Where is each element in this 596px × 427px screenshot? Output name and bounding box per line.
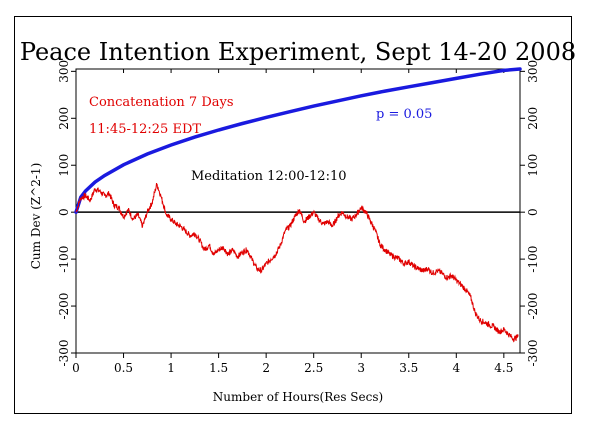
y-tick-label-left: -200	[57, 293, 71, 320]
y-tick-label-right: 300	[526, 60, 540, 83]
x-tick-label: 2.5	[304, 361, 323, 375]
y-tick-label-right: 200	[526, 107, 540, 130]
annotation-time-window: 11:45-12:25 EDT	[89, 122, 201, 137]
x-tick-label: 2	[262, 361, 270, 375]
x-tick-label: 1.5	[209, 361, 228, 375]
x-axis-label: Number of Hours(Res Secs)	[213, 390, 383, 404]
chart-frame	[14, 16, 572, 414]
x-tick-label: 4	[452, 361, 460, 375]
y-axis-label: Cum Dev (Z^2-1)	[29, 163, 43, 270]
x-tick-label: 3.5	[399, 361, 418, 375]
x-tick-label: 4.5	[494, 361, 513, 375]
y-tick-label-left: 300	[57, 60, 71, 83]
x-tick-label: 0	[72, 361, 80, 375]
annotation-concatenation: Concatenation 7 Days	[89, 95, 234, 110]
x-tick-label: 1	[167, 361, 175, 375]
y-tick-label-left: 200	[57, 107, 71, 130]
y-tick-label-right: 0	[526, 208, 540, 216]
x-tick-label: 3	[357, 361, 365, 375]
y-tick-label-left: 100	[57, 154, 71, 177]
x-tick-label: 0.5	[114, 361, 133, 375]
cumulative-deviation-line	[75, 182, 519, 343]
y-tick-label-left: -100	[57, 246, 71, 273]
y-tick-label-right: -100	[526, 246, 540, 273]
plot-area: 0 0.5 1 1.5 2 2.5 3 3.5 4 4.5 -300 -300 -200 -200 -100…	[57, 60, 540, 375]
y-tick-label-left: -300	[57, 340, 71, 367]
y-tick-label-right: -300	[526, 340, 540, 367]
p-value-curve	[74, 67, 522, 214]
chart-title: Peace Intention Experiment, Sept 14-20 2…	[20, 38, 576, 66]
annotation-meditation: Meditation 12:00-12:10	[191, 169, 347, 184]
y-tick-label-left: 0	[57, 208, 71, 216]
annotation-p-value: p = 0.05	[376, 107, 432, 122]
y-tick-label-right: -200	[526, 293, 540, 320]
y-tick-label-right: 100	[526, 154, 540, 177]
